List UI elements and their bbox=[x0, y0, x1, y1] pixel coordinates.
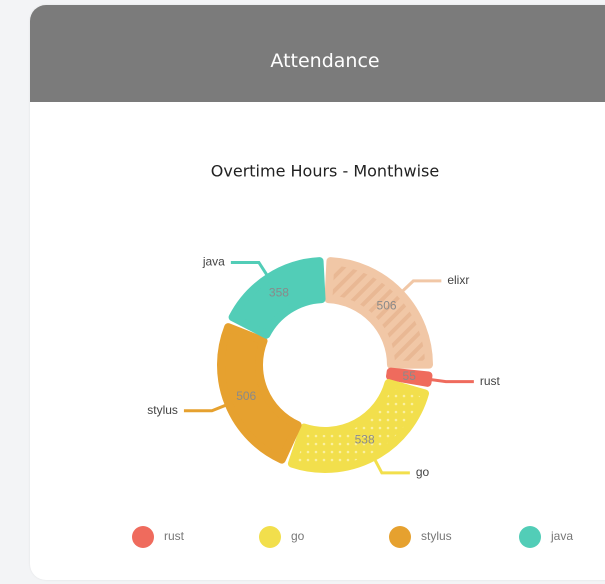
leader-line bbox=[400, 279, 442, 293]
card-header: Attendance bbox=[30, 5, 605, 102]
legend-label: go bbox=[291, 529, 305, 543]
leader-line bbox=[230, 260, 269, 277]
slice-label: java bbox=[202, 255, 225, 269]
value-label: 506 bbox=[236, 389, 256, 403]
slice-label: rust bbox=[480, 374, 501, 388]
leader-line bbox=[183, 403, 228, 413]
legend-swatch bbox=[519, 526, 541, 548]
legend-swatch bbox=[389, 526, 411, 548]
leader-line bbox=[373, 458, 410, 475]
donut-slice bbox=[228, 257, 326, 339]
card: Attendance bbox=[30, 5, 605, 580]
donut-slice bbox=[324, 257, 433, 369]
value-label: 506 bbox=[377, 299, 397, 313]
card-title: Attendance bbox=[270, 50, 380, 72]
legend-label: stylus bbox=[421, 529, 452, 543]
legend-swatch bbox=[132, 526, 154, 548]
donut-slice bbox=[217, 323, 302, 464]
slice-label: stylus bbox=[147, 403, 178, 417]
slice-label: go bbox=[416, 465, 430, 479]
slice-label: elixr bbox=[447, 273, 469, 287]
legend-swatch bbox=[259, 526, 281, 548]
value-label: 358 bbox=[269, 286, 289, 300]
legend-label: java bbox=[550, 529, 573, 543]
donut-slice bbox=[287, 379, 430, 473]
chart-title: Overtime Hours - Monthwise bbox=[211, 162, 439, 181]
value-label: 55 bbox=[403, 369, 417, 383]
value-label: 538 bbox=[355, 432, 375, 446]
donut-slice bbox=[386, 367, 433, 387]
leader-line bbox=[429, 377, 474, 384]
legend-label: rust bbox=[164, 529, 185, 543]
